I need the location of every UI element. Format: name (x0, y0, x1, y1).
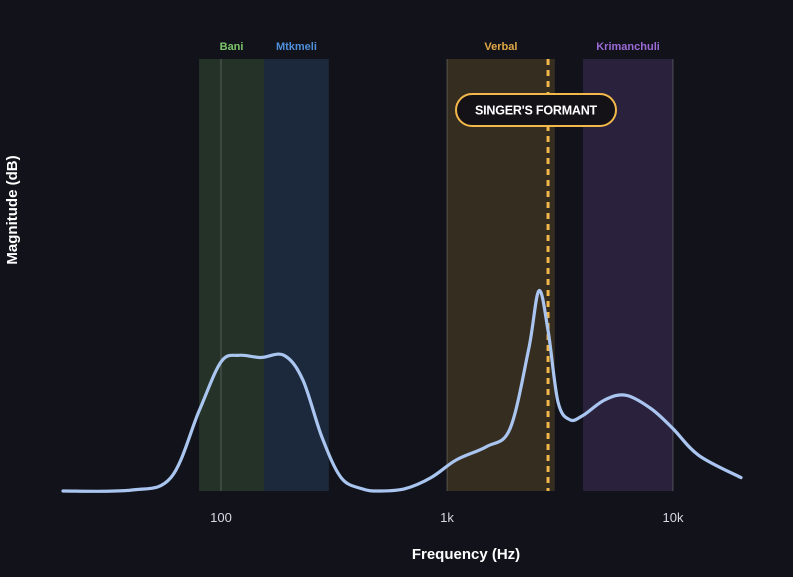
band-bani (199, 59, 265, 491)
band-label-krimanchuli: Krimanchuli (596, 41, 660, 53)
band-krimanchuli (583, 59, 673, 491)
band-label-mtkmeli: Mtkmeli (276, 41, 317, 53)
band-mtkmeli (264, 59, 329, 491)
curve-layer (61, 289, 743, 493)
bands-layer (199, 59, 673, 491)
x-tick-label-100: 100 (210, 510, 232, 525)
labels-layer: Bani Mtkmeli Verbal Krimanchuli SINGER'S FOR… (210, 41, 684, 525)
x-tick-label-10k: 10k (663, 510, 684, 525)
singers-formant-callout (455, 93, 617, 127)
series-line-0 (61, 289, 743, 493)
band-edges-layer (220, 59, 674, 491)
band-label-bani: Bani (220, 41, 244, 53)
band-verbal (447, 59, 555, 491)
y-axis-title: Magnitude (dB) (4, 155, 21, 264)
singers-formant-label: SINGER'S FORMANT (475, 104, 598, 118)
band-label-verbal: Verbal (484, 41, 517, 53)
x-axis-title: Frequency (Hz) (412, 546, 520, 563)
x-tick-label-1k: 1k (440, 510, 454, 525)
